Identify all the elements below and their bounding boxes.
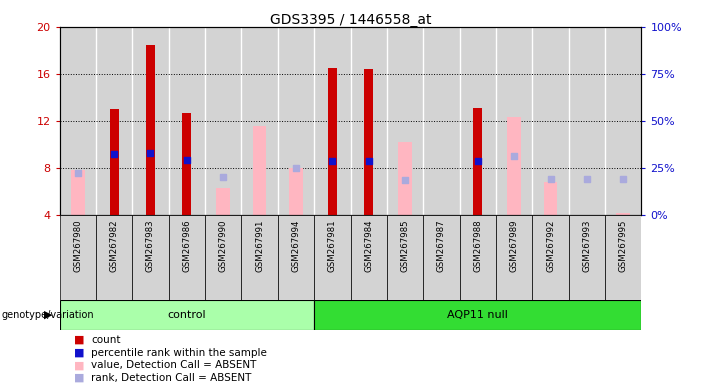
Text: GSM267991: GSM267991 <box>255 219 264 272</box>
Bar <box>532 215 569 300</box>
Bar <box>387 215 423 300</box>
Bar <box>217 188 230 215</box>
Text: percentile rank within the sample: percentile rank within the sample <box>91 348 267 358</box>
Text: GSM267990: GSM267990 <box>219 219 228 272</box>
Text: ■: ■ <box>74 373 84 383</box>
Text: ■: ■ <box>74 360 84 370</box>
Point <box>182 157 193 163</box>
Text: ■: ■ <box>74 348 84 358</box>
Point <box>327 158 338 164</box>
Bar <box>328 68 337 215</box>
Bar <box>314 300 641 329</box>
Text: GDS3395 / 1446558_at: GDS3395 / 1446558_at <box>270 13 431 27</box>
Point <box>72 170 83 176</box>
Bar <box>508 118 521 215</box>
Text: GSM267994: GSM267994 <box>292 219 301 272</box>
Bar <box>569 215 605 300</box>
Text: GSM267984: GSM267984 <box>365 219 373 272</box>
Text: ■: ■ <box>74 335 84 345</box>
Bar <box>289 168 303 215</box>
Bar <box>473 108 482 215</box>
Bar <box>71 170 85 215</box>
Bar <box>146 45 155 215</box>
Point <box>109 151 120 157</box>
Bar <box>398 142 412 215</box>
Point <box>508 153 519 159</box>
Bar <box>132 215 169 300</box>
Text: GSM267989: GSM267989 <box>510 219 519 272</box>
Text: GSM267985: GSM267985 <box>400 219 409 272</box>
Bar <box>60 300 314 329</box>
Text: genotype/variation: genotype/variation <box>1 310 94 320</box>
Bar <box>109 109 118 215</box>
Bar <box>278 215 314 300</box>
Point <box>545 175 556 182</box>
Bar <box>460 215 496 300</box>
Bar <box>364 69 373 215</box>
Point <box>290 165 301 171</box>
Point <box>400 177 411 183</box>
Bar <box>423 215 460 300</box>
Bar <box>543 182 557 215</box>
Text: GSM267986: GSM267986 <box>182 219 191 272</box>
Text: count: count <box>91 335 121 345</box>
Bar <box>616 213 630 215</box>
Bar <box>205 215 241 300</box>
Bar <box>241 215 278 300</box>
Bar <box>496 215 532 300</box>
Text: GSM267988: GSM267988 <box>473 219 482 272</box>
Bar <box>314 215 350 300</box>
Text: GSM267983: GSM267983 <box>146 219 155 272</box>
Bar <box>350 215 387 300</box>
Text: GSM267982: GSM267982 <box>109 219 118 272</box>
Text: GSM267992: GSM267992 <box>546 219 555 272</box>
Text: GSM267980: GSM267980 <box>74 219 82 272</box>
Point <box>145 150 156 156</box>
Bar <box>605 215 641 300</box>
Bar <box>169 215 205 300</box>
Bar <box>96 215 132 300</box>
Text: rank, Detection Call = ABSENT: rank, Detection Call = ABSENT <box>91 373 252 383</box>
Bar <box>182 113 191 215</box>
Text: GSM267981: GSM267981 <box>328 219 336 272</box>
Text: GSM267995: GSM267995 <box>619 219 627 272</box>
Text: ▶: ▶ <box>44 310 53 320</box>
Text: AQP11 null: AQP11 null <box>447 310 508 320</box>
Point <box>363 158 374 164</box>
Point <box>217 174 229 180</box>
Point <box>618 175 629 182</box>
Text: GSM267993: GSM267993 <box>583 219 592 272</box>
Point <box>472 158 484 164</box>
Text: GSM267987: GSM267987 <box>437 219 446 272</box>
Bar <box>252 126 266 215</box>
Text: value, Detection Call = ABSENT: value, Detection Call = ABSENT <box>91 360 257 370</box>
Point <box>581 175 592 182</box>
Text: control: control <box>168 310 206 320</box>
Bar <box>60 215 96 300</box>
